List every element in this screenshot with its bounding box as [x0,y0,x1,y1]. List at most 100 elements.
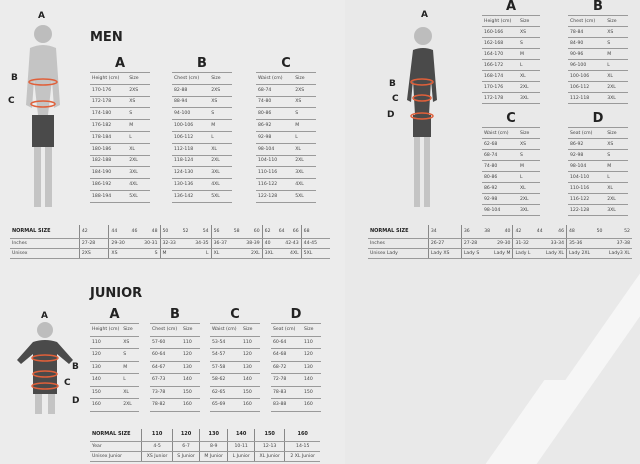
size-value: 46 [558,228,564,234]
cell: 150 [253,429,285,442]
table-row: 160-166 XS [482,26,540,38]
table-cell: 116-122 [568,193,606,205]
size-table-d: Seat (cm) Size 86-92 XS 92-98 S 98-104 M 104-110… [568,127,628,216]
table-cell: 88-94 [172,96,210,109]
table-cell: L [127,131,150,144]
junior-figure-silhouette [17,322,73,414]
size-group: 36 38 40 [460,225,513,239]
table-cell: 172-178 [482,92,518,104]
table-cell: 3XL [517,92,540,104]
table-cell: 73-78 [150,386,181,399]
size-table-b: Chest (cm) Size 78-84 XS 84-90 S 90-96 M 96-100 L… [568,15,628,104]
table-cell: 62-65 [210,386,241,399]
table-cell: 98-104 [256,143,294,156]
unisex-value: Lady 2XL [569,250,591,256]
size-table-d: Seat (cm) Size 60-64 110 64-68 120 68-72 130 72-… [271,323,321,412]
size-table-b: Chest (cm) Size 82-88 2XS 88-94 XS 94-100 S 100-… [172,72,232,203]
inches-group: 36-37 38-39 [210,238,263,249]
size-table-a: Height (cm) Size 170-176 2XS 172-178 XS 174-18… [90,72,150,203]
table-row: 86-92 XS [568,138,628,150]
table-cell: XS [293,96,316,109]
inches-group: 35-36 37-38 [566,238,632,249]
inches-value: 36-37 [213,240,227,246]
table-cell: 110 [302,336,321,349]
table-cell: XS [127,96,150,109]
size-group: 34 [427,225,462,239]
cell: 4-5 [141,441,173,452]
table-cell: 110 [241,336,260,349]
table-header-row: Height (cm) Size [90,72,150,85]
table-heading-a: A [505,0,517,14]
table-cell: 65-69 [210,398,241,412]
table-cell: 92-98 [568,149,606,161]
figure-label-a: A [38,11,45,21]
inches-value: 30-31 [144,240,158,246]
table-row: 86-92 M [256,119,316,132]
table-cell: 2XS [293,84,316,97]
table-row: 73-78 150 [150,386,200,399]
table-cell: M [517,160,540,172]
row-label: NORMAL SIZE [10,225,80,239]
table-cell: 94-100 [172,107,210,121]
table-row: 64-68 120 [271,348,321,362]
table-cell: 122-128 [256,190,294,203]
table-cell: S [293,107,316,121]
table-row: 130-136 4XL [172,178,232,191]
inches-value: 32-33 [162,240,176,246]
unisex-value: Lady3 XL [608,250,630,256]
table-cell: XL [209,143,232,156]
unisex-value: S [154,250,158,256]
inches-value: 40 [264,240,271,246]
table-cell: 112-118 [172,143,210,156]
figure-label-c: C [392,94,399,104]
table-header-row: Waist (cm) Size [210,323,260,337]
table-cell: 110 [181,336,200,349]
size-value: 44 [111,228,118,234]
table-cell: L [517,59,540,71]
table-row: 68-72 130 [271,361,321,374]
table-cell: 64-67 [150,361,181,374]
column-header: Size [302,323,321,337]
size-value: 52 [624,228,630,234]
table-cell: 184-190 [90,166,128,180]
table-cell: M [127,119,150,132]
table-cell: S [605,149,628,161]
table-cell: XL [121,386,139,399]
unisex-row: Unisex 2XS XS S M L XL 2XL 3XL 4XL 5XL [10,248,330,259]
table-cell: 170-176 [90,84,128,97]
table-row: 112-118 XL [172,143,232,156]
table-cell: S [605,37,628,49]
table-cell: XL [517,182,540,194]
table-row: 57-58 130 [210,361,260,374]
table-row: 184-190 3XL [90,166,150,180]
table-cell: 2XL [605,193,628,205]
inches-value: 44-45 [303,240,318,246]
size-table-a: Height (cm) Size 110 XS 120 S 130 M 140 L 150 XL 160… [90,323,139,412]
cell: 130 [199,429,228,442]
table-cell: 2XL [293,155,316,168]
unisex-row: Unisex Lady Lady XS Lady S Lady M Lady L Lady… [368,248,632,259]
table-cell: XS [605,138,628,150]
table-cell: 150 [302,386,321,399]
table-row: 90-96 M [568,48,628,60]
table-cell: 2XL [517,193,540,205]
inches-value: 33-34 [550,240,564,246]
table-row: 110-116 XL [568,182,628,194]
unisex-value: M [162,250,167,256]
size-value: 34 [430,228,437,234]
table-cell: 57-58 [210,361,241,374]
table-row: 150 XL [90,386,139,399]
junior-normal-size-table: NORMAL SIZE 110 120 130 140 150 160 Year 4-5 6-7 8… [90,429,320,462]
unisex-value: Lady XL [545,250,564,256]
table-cell: 67-73 [150,373,181,387]
table-cell: 62-68 [482,138,518,150]
normal-size-row: NORMAL SIZE 34 36 38 40 42 44 46 48 50 52 [368,225,632,239]
table-cell: 3XL [605,92,628,104]
table-cell: L [209,131,232,144]
table-cell: XS [517,26,540,38]
table-cell: 130-136 [172,178,210,191]
table-cell: 182-188 [90,155,128,168]
table-cell: 98-104 [482,204,518,216]
table-row: 120 S [90,348,139,362]
inches-group: 26-27 [427,238,462,249]
